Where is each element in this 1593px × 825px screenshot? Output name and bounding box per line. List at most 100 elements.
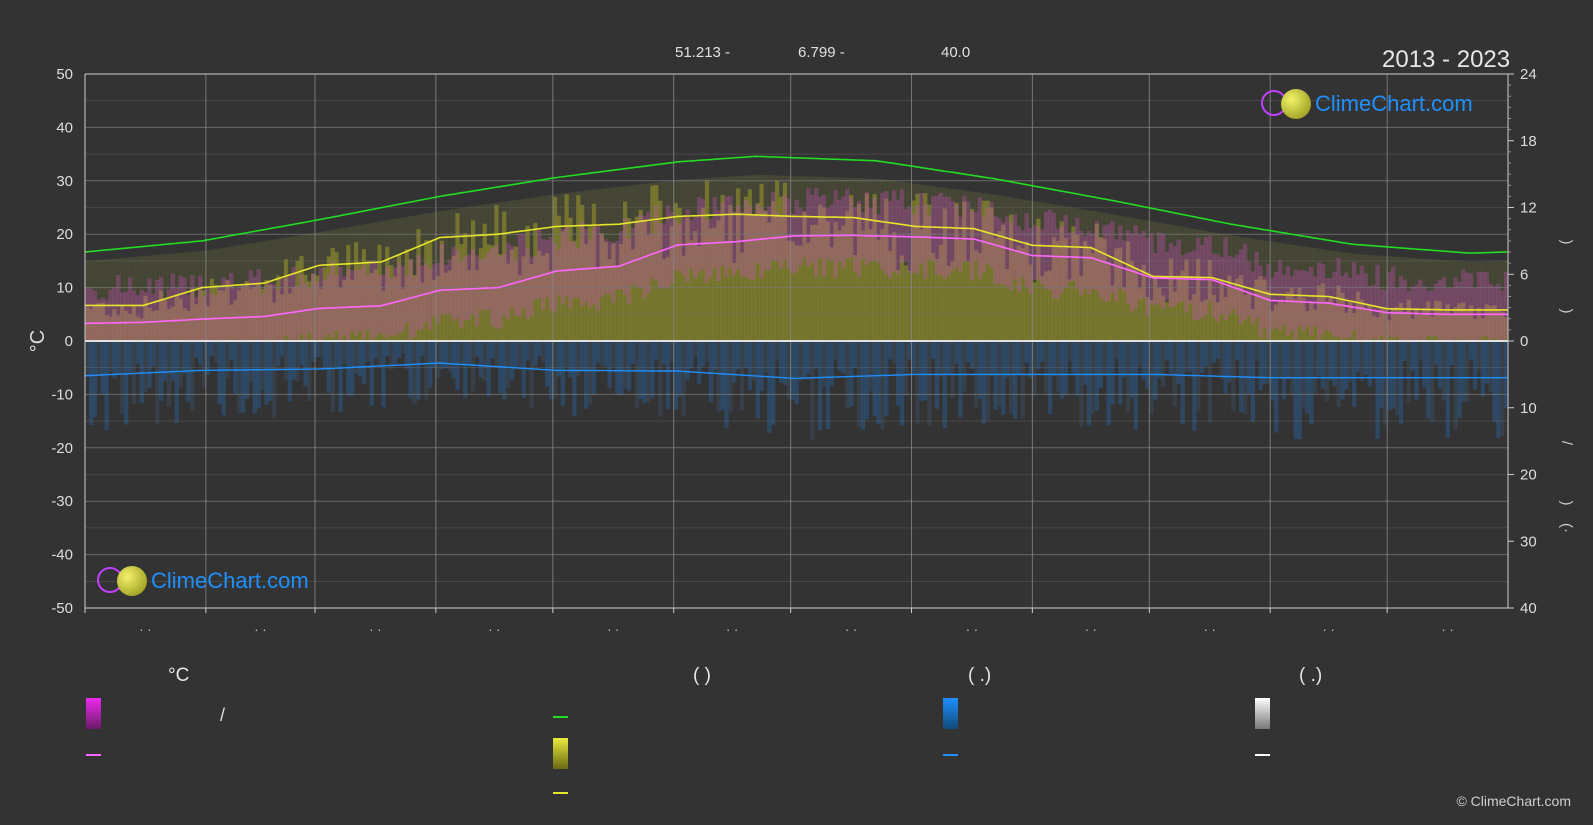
sunshine-bar — [1168, 258, 1174, 341]
temperature-bar — [560, 229, 565, 305]
right-precip-tick-label: 10 — [1520, 400, 1537, 417]
precipitation-bar — [396, 341, 402, 359]
precipitation-bar — [771, 341, 776, 425]
precipitation-bar — [1504, 341, 1509, 409]
daylight-bar — [178, 252, 183, 341]
sunshine-bar — [697, 245, 702, 341]
temperature-bar — [385, 266, 390, 338]
precipitation-bar — [521, 341, 526, 398]
temperature-bar — [92, 290, 98, 341]
temperature-bar — [638, 214, 643, 289]
temperature-bar — [806, 188, 811, 267]
precipitation-bar — [315, 341, 320, 358]
precipitation-bar — [322, 341, 328, 370]
precipitation-bar — [1445, 341, 1450, 438]
precipitation-bar — [104, 341, 109, 431]
temperature-bar — [295, 285, 300, 341]
sunshine-bar — [1488, 305, 1493, 341]
daylight-bar — [1203, 230, 1209, 341]
precipitation-bar — [127, 341, 133, 375]
temperature-bar — [506, 242, 511, 319]
temperature-bar — [1492, 286, 1497, 339]
temperature-bar — [350, 270, 355, 332]
sunshine-bar — [720, 194, 725, 341]
temperature-bar — [1020, 230, 1025, 278]
temperature-bar — [131, 290, 137, 341]
sunshine-bar — [170, 306, 176, 341]
temperature-bar — [225, 279, 230, 341]
temperature-bar — [969, 211, 975, 281]
sunshine-bar — [1211, 294, 1217, 341]
precipitation-bar — [1200, 341, 1205, 374]
sunshine-bar — [537, 250, 542, 341]
temperature-bar — [1141, 231, 1146, 298]
sunshine-bar — [661, 259, 667, 341]
precipitation-bar — [400, 341, 406, 354]
daylight-bar — [1441, 260, 1447, 341]
sunshine-bar — [1227, 275, 1232, 341]
temperature-bar — [747, 205, 753, 279]
temperature-bar — [915, 205, 920, 274]
temperature-bar — [1001, 222, 1006, 285]
sunshine-bar — [287, 293, 293, 341]
sunshine-bar — [229, 304, 234, 341]
month-label: · · — [369, 622, 381, 637]
temperature-bar — [751, 213, 756, 280]
precipitation-bar — [151, 341, 156, 367]
precipitation-bar — [1203, 341, 1209, 367]
precipitation-bar — [623, 341, 628, 389]
sunshine-bar — [638, 209, 643, 341]
temperature-bar — [1500, 290, 1505, 341]
sunshine-bar — [817, 204, 823, 341]
temperature-bar — [264, 284, 269, 341]
sunshine-bar — [665, 256, 671, 341]
sunshine-bar — [642, 220, 647, 341]
temperature-bar — [428, 268, 433, 330]
precipitation-bar — [279, 341, 285, 357]
precipitation-bar — [1410, 341, 1415, 372]
temperature-bar — [252, 276, 257, 341]
precipitation-bar — [443, 341, 448, 369]
precipitation-bar — [1449, 341, 1454, 366]
precipitation-bar — [1301, 341, 1306, 410]
precipitation-bar — [478, 341, 484, 378]
logo-bottom[interactable]: ClimeChart.com — [95, 565, 309, 597]
sunshine-bar — [580, 204, 585, 341]
precipitation-bar — [895, 341, 901, 406]
sunshine-bar — [771, 201, 776, 341]
temperature-bar — [743, 199, 749, 278]
temperature-bar — [1032, 225, 1037, 281]
precipitation-bar — [923, 341, 928, 401]
precipitation-bar — [580, 341, 585, 370]
daylight-bar — [88, 260, 94, 341]
sunshine-bar — [938, 244, 944, 341]
precipitation-bar — [338, 341, 343, 412]
precipitation-bar — [673, 341, 678, 410]
sunshine-bar — [159, 290, 164, 341]
daylight-bar — [147, 255, 152, 341]
sunshine-bar — [1340, 293, 1345, 341]
temperature-bar — [190, 275, 195, 341]
sunshine-bar — [751, 215, 756, 341]
daylight-bar — [139, 256, 144, 341]
precipitation-bar — [116, 341, 121, 375]
temperature-bar — [1090, 233, 1096, 290]
precipitation-bar — [229, 341, 234, 360]
temperature-bar — [849, 197, 854, 258]
daylight-bar — [1480, 261, 1486, 341]
precipitation-bar — [201, 341, 207, 388]
logo-top[interactable]: ClimeChart.com — [1259, 88, 1473, 120]
sunshine-bar — [350, 279, 355, 341]
sunshine-bar — [806, 242, 811, 341]
period-label: 2013 - 2023 — [1382, 46, 1511, 73]
precipitation-bar — [1067, 341, 1072, 362]
sunshine-bar — [798, 245, 803, 341]
precipitation-bar — [389, 341, 394, 370]
sunshine-bar — [650, 185, 655, 341]
temperature-bar — [755, 204, 760, 264]
sunshine-bar — [931, 252, 936, 341]
precipitation-bar — [958, 341, 963, 418]
temperature-bar — [931, 195, 936, 262]
precipitation-bar — [833, 341, 838, 360]
precipitation-bar — [225, 341, 230, 379]
